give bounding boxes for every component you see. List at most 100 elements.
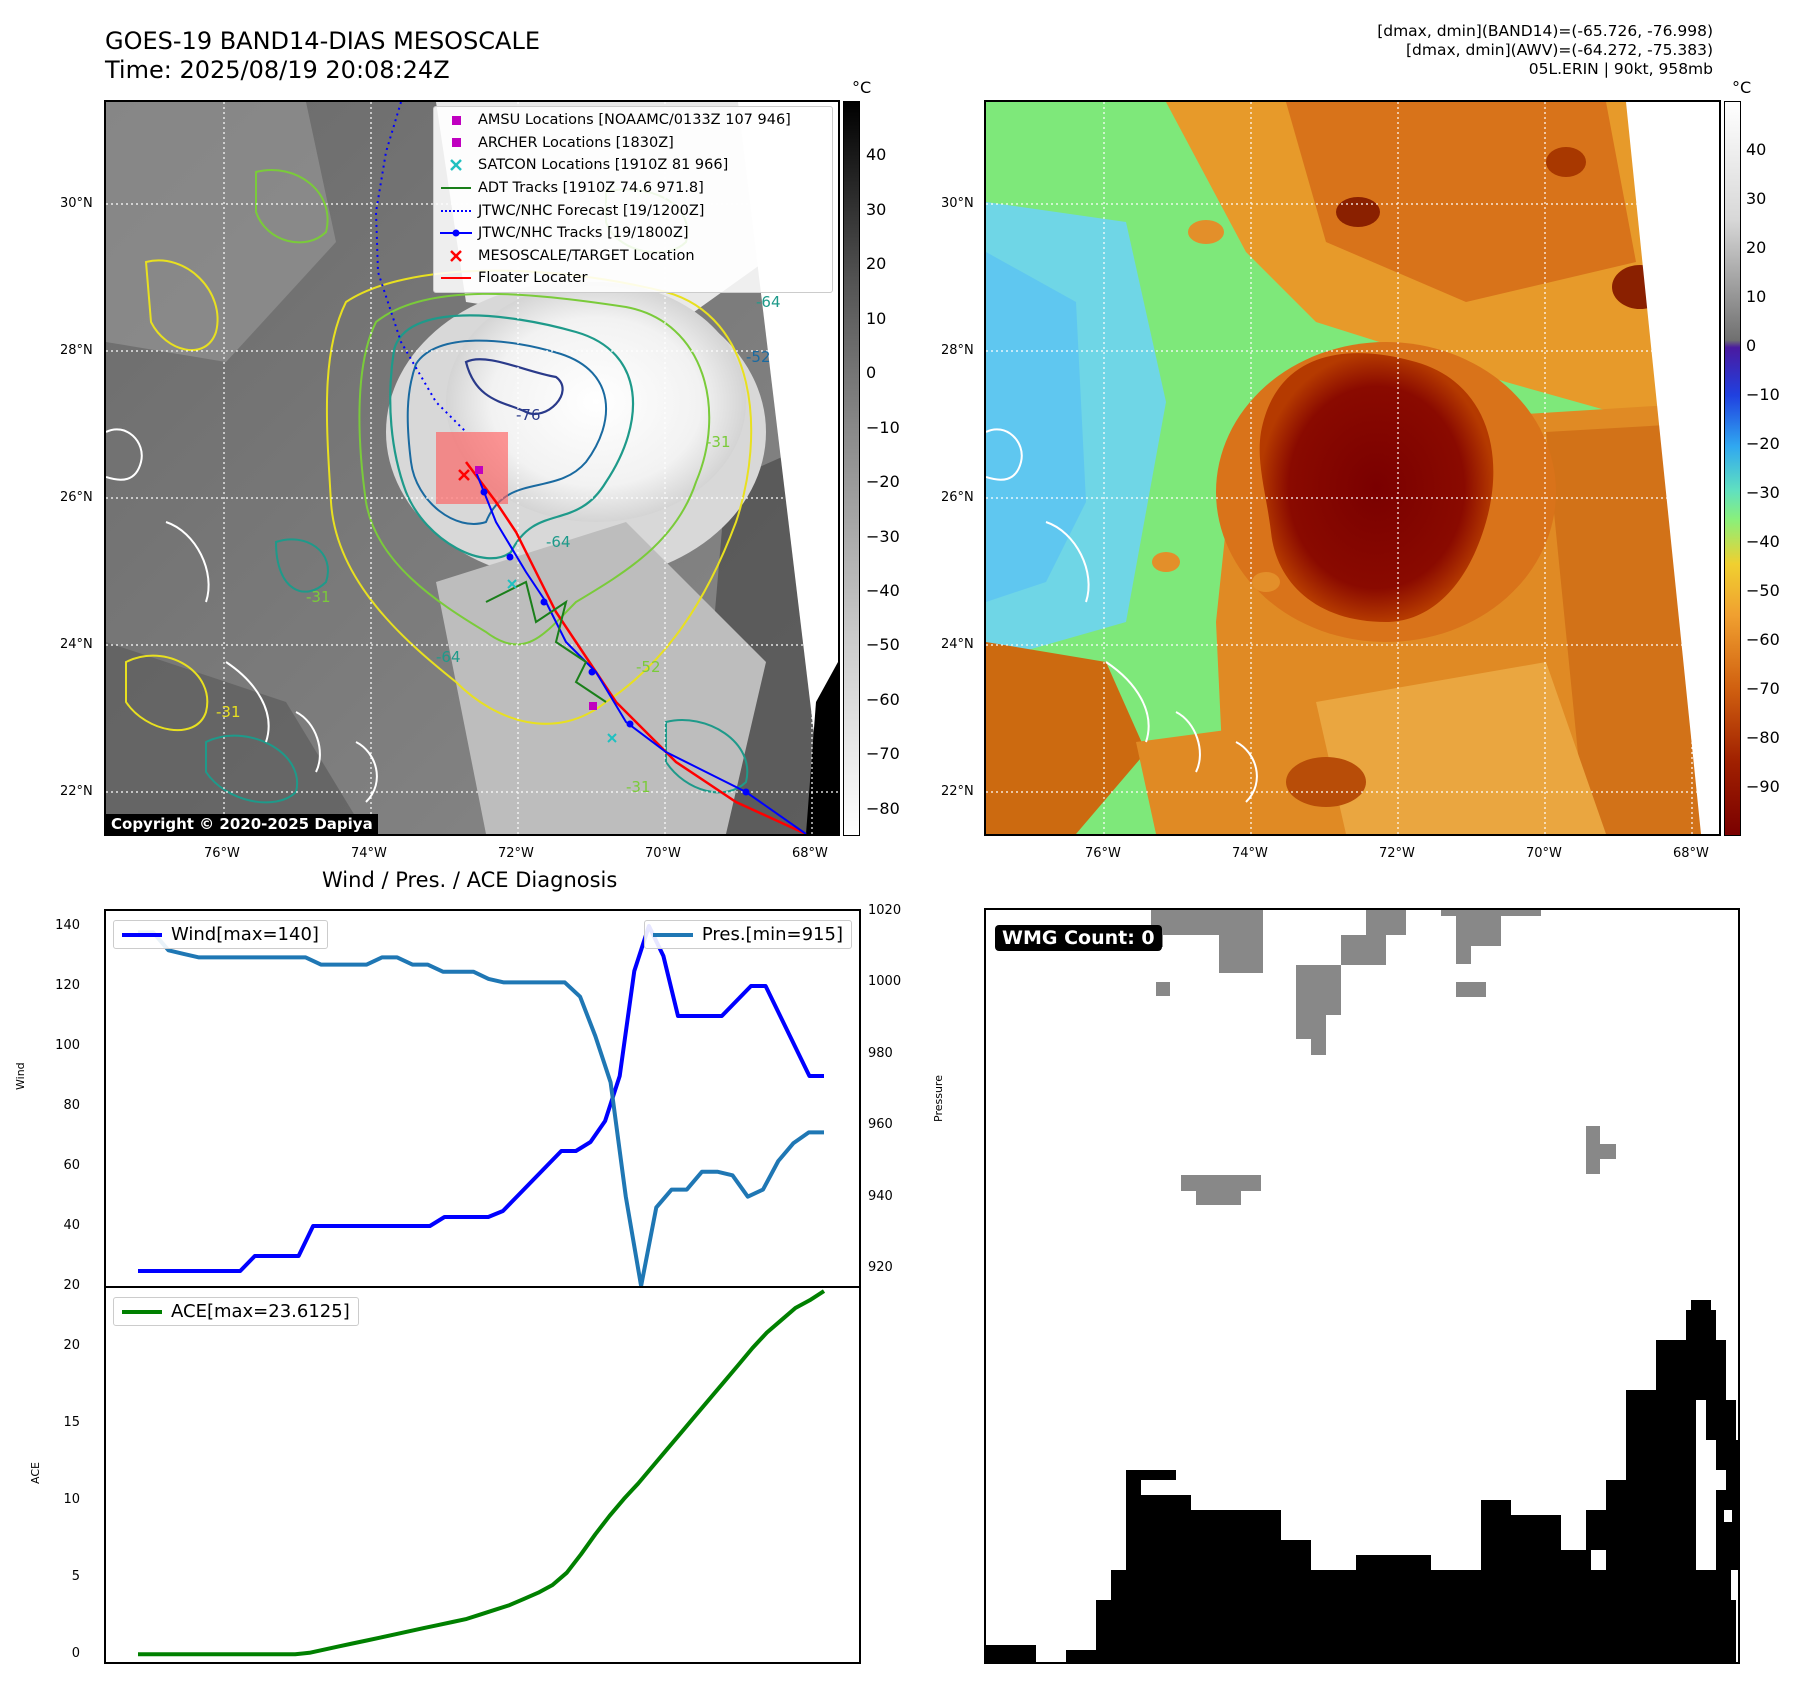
svg-text:-31: -31 xyxy=(306,588,331,606)
ace-legend-line-icon xyxy=(122,1309,162,1314)
lat-label-30n-right: 30°N xyxy=(941,196,974,211)
colorbar-right-tick: −40 xyxy=(1746,532,1780,551)
legend-label: JTWC/NHC Forecast [19/1200Z] xyxy=(478,202,705,219)
lat-label-28n-right: 28°N xyxy=(941,343,974,358)
legend-label: ADT Tracks [1910Z 74.6 971.8] xyxy=(478,180,704,197)
lat-label-28n: 28°N xyxy=(60,343,93,358)
legend-item-floater: Floater Locater xyxy=(434,267,832,290)
colorbar-right-tick: −10 xyxy=(1746,385,1780,404)
colorbar-right-tick: 20 xyxy=(1746,238,1767,257)
map-legend: AMSU Locations [NOAAMC/0133Z 107 946] AR… xyxy=(433,106,833,293)
svg-text:-64: -64 xyxy=(436,648,461,666)
contour-labels: -64 -76 -64 -31 -52 -31 -64 -31 -52 -31 xyxy=(216,293,781,796)
lon-label-72w: 72°W xyxy=(498,846,534,861)
colorbar-left-tick: −70 xyxy=(866,744,900,764)
wind-axis-tick: 20 xyxy=(63,1278,80,1293)
colorbar-right-unit: °C xyxy=(1732,78,1752,97)
colorbar-left-tick: −10 xyxy=(866,417,900,437)
diagnosis-title: Wind / Pres. / ACE Diagnosis xyxy=(322,868,618,892)
svg-text:-31: -31 xyxy=(626,778,651,796)
info-storm: 05L.ERIN | 90kt, 958mb xyxy=(1528,60,1713,78)
wind-series-line xyxy=(138,924,824,1273)
ace-axis-tick: 10 xyxy=(63,1492,80,1508)
svg-text:-76: -76 xyxy=(516,406,541,424)
pressure-series-line xyxy=(138,930,824,1286)
colorbar-right-tick: −30 xyxy=(1746,483,1780,502)
pressure-axis-tick: 920 xyxy=(868,1260,893,1276)
svg-text:-64: -64 xyxy=(546,533,571,551)
legend-item-archer: ARCHER Locations [1830Z] xyxy=(434,132,832,155)
svg-text:-52: -52 xyxy=(746,348,771,366)
copyright-notice: Copyright © 2020-2025 Dapiya xyxy=(106,814,378,834)
pressure-axis-tick: 940 xyxy=(868,1188,893,1204)
lon-label-72w-right: 72°W xyxy=(1379,846,1415,861)
lon-label-76w-right: 76°W xyxy=(1085,846,1121,861)
lon-label-68w: 68°W xyxy=(792,846,828,861)
wind-axis-label: Wind xyxy=(14,1062,27,1090)
x-marker-icon xyxy=(434,245,478,267)
pressure-axis-tick: 960 xyxy=(868,1117,893,1133)
wind-legend-label: Wind[max=140] xyxy=(171,924,319,945)
legend-item-tracks: JTWC/NHC Tracks [19/1800Z] xyxy=(434,222,832,245)
line-icon xyxy=(434,177,478,199)
wind-axis-tick: 140 xyxy=(55,918,80,933)
lon-label-74w: 74°W xyxy=(351,846,387,861)
best-track xyxy=(475,471,807,834)
chart-time: Time: 2025/08/19 20:08:24Z xyxy=(105,56,450,84)
ir-map-panel: -64 -76 -64 -31 -52 -31 -64 -31 -52 -31 … xyxy=(104,100,840,836)
colorbar-left-tick: 40 xyxy=(866,145,887,165)
pressure-legend-line-icon xyxy=(652,932,693,937)
colorbar-right-tick: −20 xyxy=(1746,434,1780,453)
ace-axis-tick: 0 xyxy=(71,1646,80,1662)
lon-label-70w: 70°W xyxy=(645,846,681,861)
wind-pressure-plot: Wind[max=140] Pres.[min=915] xyxy=(104,909,861,1288)
chart-title: GOES-19 BAND14-DIAS MESOSCALE xyxy=(105,27,541,55)
wind-legend: Wind[max=140] xyxy=(113,920,328,949)
ace-series-line xyxy=(138,1289,826,1657)
colorbar-right-tick: −60 xyxy=(1746,630,1780,649)
colorbar-left-tick: 20 xyxy=(866,254,887,274)
square-marker-icon xyxy=(434,132,478,154)
info-awv-range: [dmax, dmin](AWV)=(-64.272, -75.383) xyxy=(1406,41,1713,59)
colorbar-right xyxy=(1724,101,1741,836)
colorbar-right-tick: 30 xyxy=(1746,189,1767,208)
line-dot-icon xyxy=(434,222,478,244)
colorbar-left-unit: °C xyxy=(852,78,872,97)
colorbar-left-tick: 10 xyxy=(866,308,887,328)
svg-text:-31: -31 xyxy=(706,433,731,451)
line-icon xyxy=(434,267,478,289)
pressure-axis-tick: 1020 xyxy=(868,903,902,918)
lat-label-26n-right: 26°N xyxy=(941,490,974,505)
colorbar-left-tick: −50 xyxy=(866,635,900,655)
track-points xyxy=(480,488,750,796)
colorbar-right-tick: −70 xyxy=(1746,679,1780,698)
colorbar-left-tick: −20 xyxy=(866,472,900,492)
ace-axis-tick: 20 xyxy=(63,1338,80,1354)
legend-label: ARCHER Locations [1830Z] xyxy=(478,134,674,151)
lat-label-24n-right: 24°N xyxy=(941,637,974,652)
lon-label-74w-right: 74°W xyxy=(1232,846,1268,861)
wmg-panel: WMG Count: 0 xyxy=(984,908,1740,1664)
awv-map-svg xyxy=(986,102,1719,834)
legend-label: AMSU Locations [NOAAMC/0133Z 107 946] xyxy=(478,112,791,129)
wmg-gray-cells xyxy=(1151,910,1616,1205)
pressure-axis-label: Pressure xyxy=(932,1075,945,1122)
square-marker-icon xyxy=(434,109,478,131)
legend-label: JTWC/NHC Tracks [19/1800Z] xyxy=(478,225,689,242)
colorbar-left-tick: −60 xyxy=(866,689,900,709)
svg-text:-31: -31 xyxy=(216,703,241,721)
ace-plot: ACE[max=23.6125] xyxy=(104,1286,861,1664)
info-band14-range: [dmax, dmin](BAND14)=(-65.726, -76.998) xyxy=(1377,22,1713,40)
wmg-count-badge: WMG Count: 0 xyxy=(995,925,1162,951)
legend-item-satcon: SATCON Locations [1910Z 81 966] xyxy=(434,154,832,177)
lat-label-22n-right: 22°N xyxy=(941,784,974,799)
x-marker-icon xyxy=(434,154,478,176)
ace-axis-label: ACE xyxy=(29,1462,42,1484)
ace-axis-tick: 5 xyxy=(71,1569,80,1585)
colorbar-right-tick: −80 xyxy=(1746,728,1780,747)
colorbar-right-tick: 40 xyxy=(1746,140,1767,159)
archer-marker xyxy=(589,702,597,710)
lat-label-24n: 24°N xyxy=(60,637,93,652)
wmg-black-cells xyxy=(986,1300,1738,1662)
colorbar-left-tick: 0 xyxy=(866,363,877,383)
